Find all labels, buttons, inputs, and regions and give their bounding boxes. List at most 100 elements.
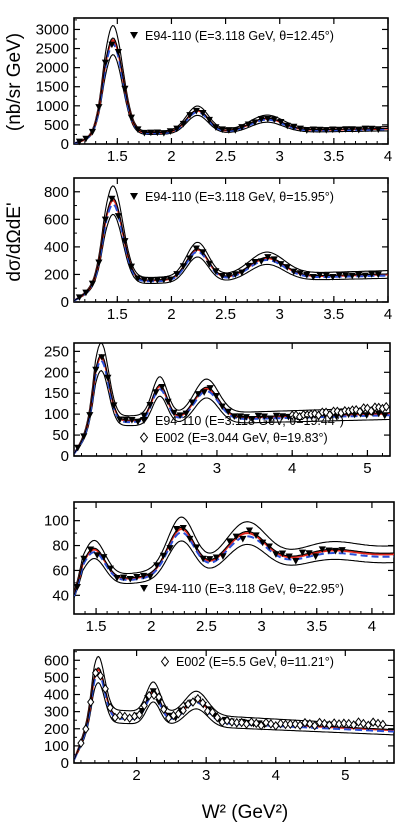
data-point-triangle bbox=[166, 545, 174, 552]
data-point-triangle bbox=[134, 418, 142, 426]
data-point-triangle bbox=[127, 263, 135, 271]
x-axis-label: W² (GeV²) bbox=[202, 802, 289, 823]
y-tick-label: 500 bbox=[44, 117, 69, 134]
data-point-triangle bbox=[266, 415, 274, 423]
y-tick-label: 600 bbox=[44, 211, 69, 228]
data-point-diamond bbox=[286, 719, 294, 729]
data-point-triangle bbox=[278, 550, 287, 558]
y-tick-label: 400 bbox=[44, 239, 69, 256]
data-point-diamond bbox=[291, 719, 299, 729]
data-point-diamond bbox=[247, 717, 256, 727]
data-point-triangle bbox=[230, 413, 238, 420]
data-point-diamond bbox=[87, 697, 95, 707]
x-tick-label: 2 bbox=[138, 460, 146, 477]
data-point-triangle bbox=[146, 401, 154, 409]
data-point-triangle bbox=[133, 574, 141, 581]
data-point-triangle bbox=[322, 272, 330, 280]
data-point-triangle bbox=[231, 127, 239, 134]
x-tick-label: 3.5 bbox=[323, 148, 344, 165]
data-point-diamond bbox=[155, 692, 163, 702]
data-point-diamond bbox=[267, 719, 275, 729]
x-tick-label: 4 bbox=[384, 148, 392, 165]
data-point-triangle bbox=[186, 535, 194, 543]
data-point-diamond bbox=[296, 720, 304, 731]
y-tick-label: 2500 bbox=[36, 41, 69, 58]
plot-frame bbox=[73, 177, 389, 303]
data-point-diamond bbox=[345, 718, 353, 729]
data-point-triangle bbox=[113, 575, 121, 582]
data-point-diamond bbox=[208, 707, 217, 718]
data-point-triangle bbox=[309, 273, 317, 281]
legend-label: E94-110 (E=3.118 GeV, θ=22.95°) bbox=[155, 582, 344, 596]
y-tick-label: 200 bbox=[44, 266, 69, 283]
y-tick-label: 600 bbox=[44, 652, 69, 669]
panel-1: 1.5 2 2.5 3 3.5 4 0 500 1000 1500 2000 2500 3000 E94-… bbox=[36, 17, 392, 165]
x-tick-label: 2 bbox=[132, 767, 140, 784]
data-point-triangle bbox=[173, 271, 181, 278]
data-point-triangle bbox=[374, 271, 382, 279]
data-point-triangle bbox=[219, 553, 227, 560]
data-point-triangle bbox=[335, 272, 343, 279]
data-point-triangle bbox=[355, 271, 363, 279]
data-point-triangle bbox=[199, 555, 207, 563]
data-point-diamond bbox=[116, 710, 124, 721]
data-point-triangle bbox=[270, 116, 278, 124]
data-point-diamond bbox=[164, 713, 173, 723]
data-point-diamond bbox=[340, 718, 348, 729]
model-curve-lower bbox=[74, 540, 394, 599]
model-curves bbox=[74, 516, 394, 599]
data-point-triangle bbox=[121, 238, 129, 245]
data-point-triangle bbox=[147, 277, 155, 285]
data-point-triangle bbox=[257, 258, 265, 265]
y-tick-label: 60 bbox=[52, 562, 69, 579]
y-tick-label: 0 bbox=[61, 755, 69, 772]
data-point-triangle bbox=[182, 410, 190, 418]
model-curve-upper bbox=[74, 655, 394, 760]
panel-2: 1.5 2 2.5 3 3.5 4 0 200 400 600 800 E94-110 (E=3.11… bbox=[44, 177, 392, 323]
legend-marker-diamond bbox=[139, 432, 149, 443]
data-point-triangle bbox=[98, 354, 106, 361]
model-curve-lower bbox=[74, 54, 388, 144]
model-curve-lower bbox=[74, 682, 394, 761]
data-point-triangle bbox=[298, 549, 307, 557]
x-tick-label: 2 bbox=[167, 148, 175, 165]
data-point-triangle bbox=[277, 261, 285, 268]
y-tick-label: 300 bbox=[44, 704, 69, 721]
x-tick-label: 5 bbox=[341, 767, 349, 784]
x-tick-label: 2 bbox=[167, 306, 175, 323]
data-point-triangle bbox=[82, 135, 90, 143]
data-point-triangle bbox=[160, 276, 168, 284]
data-point-triangle bbox=[231, 271, 239, 278]
legend-label: E94-110 (E=3.118 GeV, θ=19.44°) bbox=[155, 414, 344, 428]
data-point-triangle bbox=[290, 123, 298, 131]
data-point-triangle bbox=[305, 550, 313, 557]
x-tick-label: 1.5 bbox=[107, 148, 128, 165]
data-point-triangle bbox=[120, 574, 128, 582]
x-tick-label: 3 bbox=[202, 767, 210, 784]
data-point-triangle bbox=[186, 255, 194, 263]
x-tick-label: 1.5 bbox=[107, 306, 128, 323]
data-point-triangle bbox=[232, 533, 240, 541]
y-tick-label: 0 bbox=[61, 136, 69, 153]
data-point-triangle bbox=[329, 273, 337, 281]
y-tick-label: 0 bbox=[61, 294, 69, 311]
plot-frame bbox=[73, 17, 389, 145]
data-point-triangle bbox=[361, 125, 369, 133]
data-point-diamond bbox=[350, 720, 358, 730]
data-point-triangle bbox=[164, 398, 172, 406]
model-curve-blue-dashed bbox=[74, 531, 394, 597]
data-point-triangle bbox=[176, 412, 184, 419]
data-point-diamond bbox=[150, 690, 158, 700]
data-point-diamond bbox=[238, 717, 246, 728]
data-point-triangle bbox=[116, 416, 124, 424]
y-tick-label: 200 bbox=[44, 721, 69, 738]
data-point-triangle bbox=[212, 392, 220, 400]
legend-marker-triangle bbox=[140, 585, 148, 592]
data-point-triangle bbox=[322, 127, 330, 134]
data-point-diamond bbox=[121, 711, 129, 722]
data-point-triangle bbox=[368, 271, 376, 278]
data-point-triangle bbox=[153, 277, 161, 284]
data-point-triangle bbox=[75, 294, 84, 301]
data-point-diamond bbox=[194, 693, 202, 704]
